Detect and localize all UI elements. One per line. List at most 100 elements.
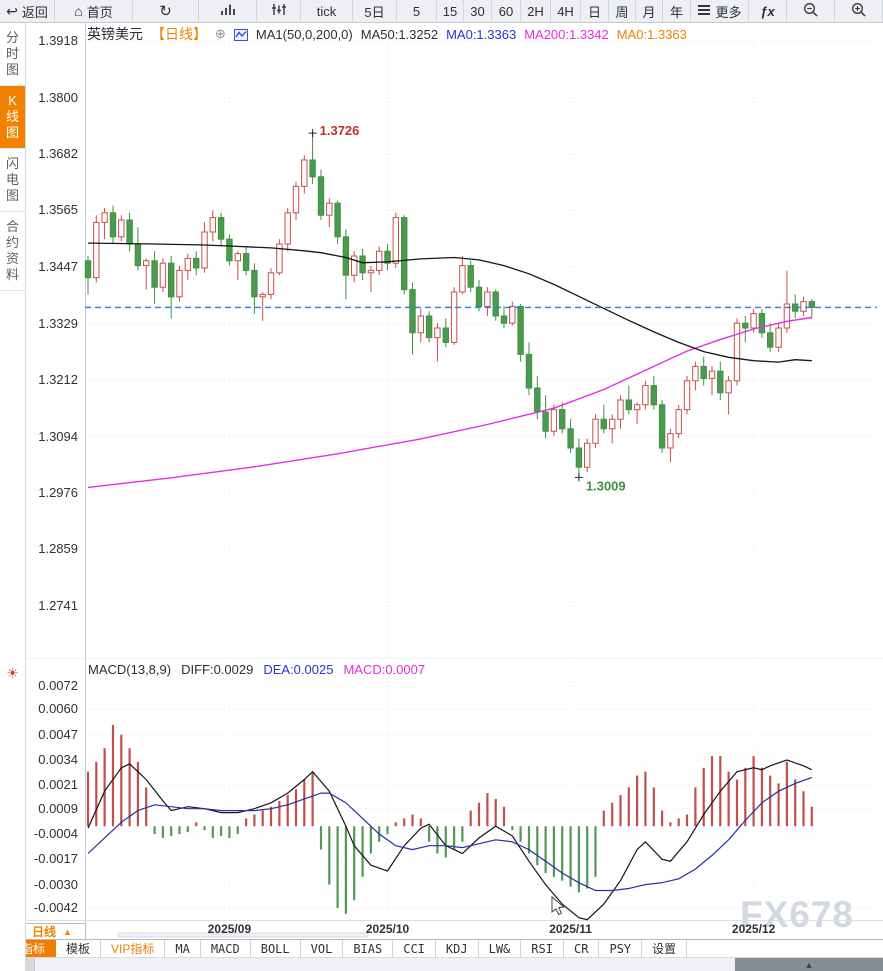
toolbar-zoom-out-button[interactable] [787, 0, 835, 22]
high-annotation: 1.3726 [320, 123, 360, 138]
macd-hist-value: MACD:0.0007 [343, 662, 426, 677]
tab-cci[interactable]: CCI [393, 940, 436, 957]
candle-body [101, 212, 108, 223]
toolbar-more-button[interactable]: 更多 [691, 0, 749, 22]
tab-cr[interactable]: CR [564, 940, 600, 957]
menu-icon [697, 4, 711, 19]
collapse-panel-button[interactable]: ▲ [735, 958, 883, 971]
candle-body [126, 219, 133, 245]
candle-body [567, 428, 574, 449]
candle-body [317, 176, 325, 216]
toolbar-5-button[interactable]: 5 [397, 0, 437, 22]
toolbar-back-button[interactable]: ↩ 返回 [0, 0, 55, 22]
h-scrollbar-thumb[interactable] [117, 932, 369, 938]
toolbar-week-button[interactable]: 周 [609, 0, 636, 22]
candle-body [783, 303, 791, 329]
candle-body [201, 231, 208, 269]
candle-body [159, 262, 167, 288]
toolbar-home-button[interactable]: ⌂ 首页 [55, 0, 133, 22]
period-selector[interactable]: 日线 ▲ [18, 923, 86, 940]
zoom-in-icon [851, 2, 867, 20]
candle-body [625, 399, 632, 411]
tab-vol[interactable]: VOL [301, 940, 344, 957]
candle-body [425, 315, 433, 339]
candle-body [434, 327, 441, 339]
ma-settings-value: MA1(50,0,200,0) [255, 26, 353, 42]
candle-body [542, 411, 549, 432]
expand-icon[interactable]: ⊕ [215, 26, 226, 41]
toolbar-15-button[interactable]: 15 [437, 0, 464, 22]
ma-chart-icon[interactable] [233, 27, 248, 42]
dropdown-up-icon: ▲ [63, 926, 72, 937]
candle-body [800, 301, 807, 312]
toolbar-60-button[interactable]: 60 [492, 0, 521, 22]
candle-body [84, 260, 92, 279]
candle-body [667, 433, 674, 449]
toolbar-candle-chart-button[interactable] [257, 0, 301, 22]
top-toolbar: ↩ 返回 ⌂ 首页 ↻ tick 5日 5 15 30 60 2H 4H 日周月年更多 ƒx [0, 0, 883, 23]
candle-body [517, 305, 524, 355]
tab-psy[interactable]: PSY [599, 940, 643, 957]
toolbar-fx-button[interactable]: ƒx [749, 0, 787, 22]
candle-body [417, 315, 425, 334]
tab-ma[interactable]: MA [165, 940, 201, 957]
toolbar-year-button[interactable]: 年 [663, 0, 691, 22]
toolbar-item-label: 60 [498, 3, 514, 19]
candle-body [500, 315, 508, 324]
candle-body [484, 291, 491, 307]
tab-lw[interactable]: LW& [479, 940, 522, 957]
candle-body [509, 305, 516, 324]
indicator-settings-sun-icon[interactable]: ☀ [6, 665, 19, 681]
tab-boll[interactable]: BOLL [251, 940, 301, 957]
candle-body [226, 238, 233, 262]
candle-body [750, 313, 757, 329]
low-annotation: 1.3009 [586, 478, 626, 493]
toolbar-30-button[interactable]: 30 [464, 0, 492, 22]
macd-diff-value: DIFF:0.0029 [181, 662, 254, 677]
bottom-status-strip: ▲ [0, 957, 883, 971]
candle-body [617, 399, 624, 420]
candle-body [584, 442, 591, 468]
tab-rsi[interactable]: RSI [521, 940, 564, 957]
candle-body [609, 418, 616, 430]
toolbar-2h-button[interactable]: 2H [521, 0, 551, 22]
candle-body [176, 269, 183, 298]
chart-title-bar: 英镑美元 【日线】 ⊕ MA1(50,0,200,0) MA50:1.3252 … [87, 24, 687, 44]
toolbar-refresh-button[interactable]: ↻ [133, 0, 199, 22]
toolbar-day-button[interactable]: 日 [581, 0, 609, 22]
sidebar-item-contract-info[interactable]: 合约资料 [0, 212, 25, 291]
candle-body [550, 409, 558, 432]
candle-body [559, 409, 566, 430]
candle-body [467, 265, 474, 288]
candle-body [259, 293, 266, 298]
toolbar-item-label: 30 [470, 3, 485, 19]
toolbar-bar-chart-button[interactable] [199, 0, 257, 22]
macd-params: MACD(13,8,9) [88, 662, 172, 677]
sidebar-item-lightning-chart[interactable]: 闪电图 [0, 149, 25, 212]
refresh-icon: ↻ [159, 2, 172, 20]
candle-body [758, 313, 766, 334]
back-icon: ↩ [6, 2, 18, 19]
tab-kdj[interactable]: KDJ [436, 940, 479, 957]
mouse-cursor [551, 895, 565, 916]
toolbar-5d-button[interactable]: 5日 [353, 0, 397, 22]
candle-body [767, 332, 774, 348]
candle-body [708, 370, 716, 379]
candle-body [642, 385, 649, 406]
ma50-value: MA50:1.3252 [360, 26, 439, 42]
tab-vip-indicator[interactable]: VIP指标 [101, 940, 166, 957]
tab-macd[interactable]: MACD [201, 940, 251, 957]
tab-bias[interactable]: BIAS [343, 940, 394, 957]
candle-body [209, 217, 217, 233]
tab-settings[interactable]: 设置 [642, 940, 688, 957]
toolbar-4h-button[interactable]: 4H [551, 0, 581, 22]
toolbar-tick-button[interactable]: tick [301, 0, 353, 22]
sidebar-item-time-share-chart[interactable]: 分时图 [0, 23, 25, 86]
toolbar-zoom-in-button[interactable] [835, 0, 883, 22]
tab-template[interactable]: 模板 [56, 940, 102, 957]
toolbar-month-button[interactable]: 月 [636, 0, 663, 22]
candle-body [492, 291, 499, 317]
